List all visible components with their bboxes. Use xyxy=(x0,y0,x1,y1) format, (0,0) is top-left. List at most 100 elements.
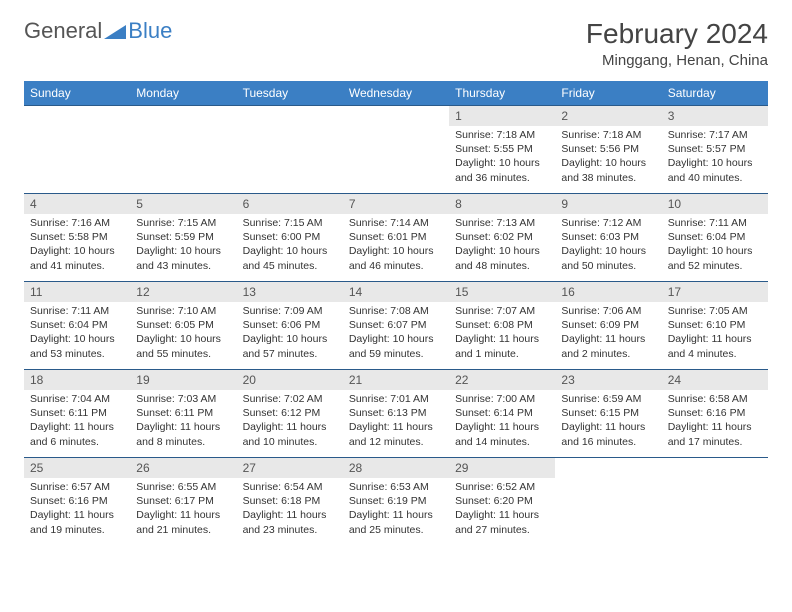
day-data: Sunrise: 7:10 AMSunset: 6:05 PMDaylight:… xyxy=(130,302,236,365)
calendar-day-cell: 20Sunrise: 7:02 AMSunset: 6:12 PMDayligh… xyxy=(237,370,343,458)
calendar-week-row: 11Sunrise: 7:11 AMSunset: 6:04 PMDayligh… xyxy=(24,282,768,370)
day-number: 21 xyxy=(343,370,449,390)
day-data: Sunrise: 7:01 AMSunset: 6:13 PMDaylight:… xyxy=(343,390,449,453)
daylight-text: Daylight: 10 hours and 55 minutes. xyxy=(136,332,230,360)
calendar-day-cell: 21Sunrise: 7:01 AMSunset: 6:13 PMDayligh… xyxy=(343,370,449,458)
weekday-header: Tuesday xyxy=(237,81,343,106)
day-data: Sunrise: 6:53 AMSunset: 6:19 PMDaylight:… xyxy=(343,478,449,541)
sunrise-text: Sunrise: 7:09 AM xyxy=(243,304,337,318)
sunset-text: Sunset: 6:16 PM xyxy=(668,406,762,420)
calendar-day-cell: 27Sunrise: 6:54 AMSunset: 6:18 PMDayligh… xyxy=(237,458,343,546)
daylight-text: Daylight: 10 hours and 53 minutes. xyxy=(30,332,124,360)
sunset-text: Sunset: 5:58 PM xyxy=(30,230,124,244)
day-data: Sunrise: 7:15 AMSunset: 6:00 PMDaylight:… xyxy=(237,214,343,277)
sunrise-text: Sunrise: 7:01 AM xyxy=(349,392,443,406)
daylight-text: Daylight: 10 hours and 50 minutes. xyxy=(561,244,655,272)
calendar-day-cell: 23Sunrise: 6:59 AMSunset: 6:15 PMDayligh… xyxy=(555,370,661,458)
day-number: 22 xyxy=(449,370,555,390)
calendar-week-row: 1Sunrise: 7:18 AMSunset: 5:55 PMDaylight… xyxy=(24,106,768,194)
sunset-text: Sunset: 6:04 PM xyxy=(30,318,124,332)
day-number: 28 xyxy=(343,458,449,478)
sunrise-text: Sunrise: 7:08 AM xyxy=(349,304,443,318)
day-number: 11 xyxy=(24,282,130,302)
sunrise-text: Sunrise: 6:59 AM xyxy=(561,392,655,406)
weekday-header: Friday xyxy=(555,81,661,106)
calendar-day-cell: 14Sunrise: 7:08 AMSunset: 6:07 PMDayligh… xyxy=(343,282,449,370)
sunset-text: Sunset: 6:05 PM xyxy=(136,318,230,332)
daylight-text: Daylight: 11 hours and 17 minutes. xyxy=(668,420,762,448)
sunrise-text: Sunrise: 7:07 AM xyxy=(455,304,549,318)
sunrise-text: Sunrise: 7:18 AM xyxy=(561,128,655,142)
calendar-day-cell: 17Sunrise: 7:05 AMSunset: 6:10 PMDayligh… xyxy=(662,282,768,370)
sunrise-text: Sunrise: 7:16 AM xyxy=(30,216,124,230)
calendar-day-cell: 16Sunrise: 7:06 AMSunset: 6:09 PMDayligh… xyxy=(555,282,661,370)
sunrise-text: Sunrise: 7:05 AM xyxy=(668,304,762,318)
calendar-day-cell: 1Sunrise: 7:18 AMSunset: 5:55 PMDaylight… xyxy=(449,106,555,194)
sunset-text: Sunset: 6:04 PM xyxy=(668,230,762,244)
calendar-day-cell: 28Sunrise: 6:53 AMSunset: 6:19 PMDayligh… xyxy=(343,458,449,546)
sunrise-text: Sunrise: 6:52 AM xyxy=(455,480,549,494)
sunset-text: Sunset: 5:57 PM xyxy=(668,142,762,156)
day-data: Sunrise: 7:15 AMSunset: 5:59 PMDaylight:… xyxy=(130,214,236,277)
calendar-day-cell: 11Sunrise: 7:11 AMSunset: 6:04 PMDayligh… xyxy=(24,282,130,370)
calendar-day-cell: 7Sunrise: 7:14 AMSunset: 6:01 PMDaylight… xyxy=(343,194,449,282)
sunrise-text: Sunrise: 7:13 AM xyxy=(455,216,549,230)
logo-triangle-icon xyxy=(104,21,126,42)
sunset-text: Sunset: 6:20 PM xyxy=(455,494,549,508)
daylight-text: Daylight: 10 hours and 46 minutes. xyxy=(349,244,443,272)
day-data: Sunrise: 7:02 AMSunset: 6:12 PMDaylight:… xyxy=(237,390,343,453)
day-number: 15 xyxy=(449,282,555,302)
sunset-text: Sunset: 6:02 PM xyxy=(455,230,549,244)
day-data: Sunrise: 7:16 AMSunset: 5:58 PMDaylight:… xyxy=(24,214,130,277)
calendar-day-cell: 9Sunrise: 7:12 AMSunset: 6:03 PMDaylight… xyxy=(555,194,661,282)
sunset-text: Sunset: 6:00 PM xyxy=(243,230,337,244)
daylight-text: Daylight: 10 hours and 57 minutes. xyxy=(243,332,337,360)
daylight-text: Daylight: 11 hours and 27 minutes. xyxy=(455,508,549,536)
daylight-text: Daylight: 10 hours and 40 minutes. xyxy=(668,156,762,184)
daylight-text: Daylight: 10 hours and 43 minutes. xyxy=(136,244,230,272)
sunrise-text: Sunrise: 7:02 AM xyxy=(243,392,337,406)
sunrise-text: Sunrise: 7:04 AM xyxy=(30,392,124,406)
calendar-week-row: 4Sunrise: 7:16 AMSunset: 5:58 PMDaylight… xyxy=(24,194,768,282)
day-number: 24 xyxy=(662,370,768,390)
daylight-text: Daylight: 11 hours and 6 minutes. xyxy=(30,420,124,448)
calendar-day-cell: 15Sunrise: 7:07 AMSunset: 6:08 PMDayligh… xyxy=(449,282,555,370)
daylight-text: Daylight: 11 hours and 21 minutes. xyxy=(136,508,230,536)
calendar-day-cell: 13Sunrise: 7:09 AMSunset: 6:06 PMDayligh… xyxy=(237,282,343,370)
day-data: Sunrise: 7:07 AMSunset: 6:08 PMDaylight:… xyxy=(449,302,555,365)
day-data: Sunrise: 6:55 AMSunset: 6:17 PMDaylight:… xyxy=(130,478,236,541)
day-data: Sunrise: 7:12 AMSunset: 6:03 PMDaylight:… xyxy=(555,214,661,277)
day-data: Sunrise: 7:13 AMSunset: 6:02 PMDaylight:… xyxy=(449,214,555,277)
sunrise-text: Sunrise: 7:12 AM xyxy=(561,216,655,230)
daylight-text: Daylight: 10 hours and 48 minutes. xyxy=(455,244,549,272)
sunrise-text: Sunrise: 7:00 AM xyxy=(455,392,549,406)
day-number: 16 xyxy=(555,282,661,302)
sunset-text: Sunset: 5:55 PM xyxy=(455,142,549,156)
sunrise-text: Sunrise: 6:55 AM xyxy=(136,480,230,494)
day-number: 25 xyxy=(24,458,130,478)
day-data: Sunrise: 7:04 AMSunset: 6:11 PMDaylight:… xyxy=(24,390,130,453)
day-data: Sunrise: 7:03 AMSunset: 6:11 PMDaylight:… xyxy=(130,390,236,453)
sunset-text: Sunset: 6:13 PM xyxy=(349,406,443,420)
day-data: Sunrise: 6:54 AMSunset: 6:18 PMDaylight:… xyxy=(237,478,343,541)
day-number: 10 xyxy=(662,194,768,214)
calendar-week-row: 18Sunrise: 7:04 AMSunset: 6:11 PMDayligh… xyxy=(24,370,768,458)
sunset-text: Sunset: 6:19 PM xyxy=(349,494,443,508)
calendar-day-cell: 8Sunrise: 7:13 AMSunset: 6:02 PMDaylight… xyxy=(449,194,555,282)
sunset-text: Sunset: 5:56 PM xyxy=(561,142,655,156)
calendar-day-cell: 4Sunrise: 7:16 AMSunset: 5:58 PMDaylight… xyxy=(24,194,130,282)
day-number: 2 xyxy=(555,106,661,126)
sunset-text: Sunset: 6:15 PM xyxy=(561,406,655,420)
sunrise-text: Sunrise: 7:14 AM xyxy=(349,216,443,230)
sunset-text: Sunset: 6:18 PM xyxy=(243,494,337,508)
calendar-day-cell: 3Sunrise: 7:17 AMSunset: 5:57 PMDaylight… xyxy=(662,106,768,194)
calendar-day-cell xyxy=(662,458,768,546)
calendar-body: 1Sunrise: 7:18 AMSunset: 5:55 PMDaylight… xyxy=(24,106,768,546)
day-number: 8 xyxy=(449,194,555,214)
day-number: 9 xyxy=(555,194,661,214)
daylight-text: Daylight: 11 hours and 25 minutes. xyxy=(349,508,443,536)
weekday-header: Thursday xyxy=(449,81,555,106)
daylight-text: Daylight: 11 hours and 2 minutes. xyxy=(561,332,655,360)
daylight-text: Daylight: 11 hours and 16 minutes. xyxy=(561,420,655,448)
calendar-day-cell: 6Sunrise: 7:15 AMSunset: 6:00 PMDaylight… xyxy=(237,194,343,282)
